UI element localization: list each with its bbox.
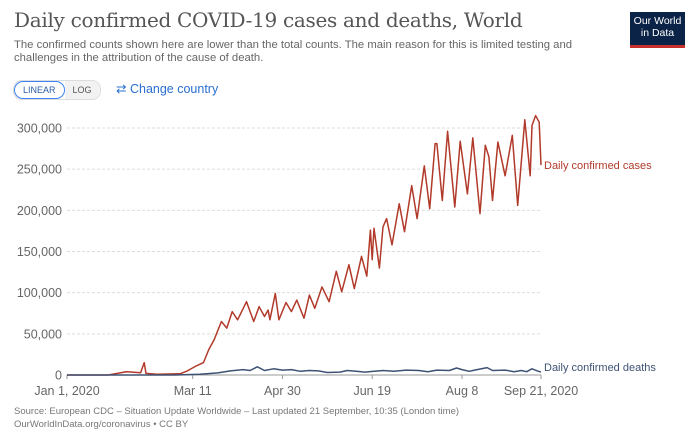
x-tick-label: Mar 11 [174,384,212,398]
deaths-series-label: Daily confirmed deaths [544,362,656,374]
y-tick-label: 0 [55,369,62,383]
swap-arrows-icon: ⇄ [116,82,127,96]
linear-scale-button[interactable]: LINEAR [14,81,65,99]
cases-series-label: Daily confirmed cases [544,160,652,172]
x-tick-label: Jan 1, 2020 [34,384,99,398]
x-tick-label: Aug 8 [446,384,479,398]
y-tick-label: 100,000 [17,286,62,300]
line-chart: 0 50,000 100,000 150,000 200,000 250,000 300,0… [17,114,656,398]
y-tick-label: 200,000 [17,204,62,218]
log-scale-button[interactable]: LOG [64,81,100,99]
chart-title: Daily confirmed COVID-19 cases and death… [14,8,523,32]
y-tick-label: 250,000 [17,163,62,177]
y-tick-label: 50,000 [24,327,62,341]
logo-text: Our World in Data [633,15,682,39]
chart-subtitle: The confirmed counts shown here are lowe… [14,39,573,64]
x-tick-label: Apr 30 [264,384,301,398]
deaths-line [67,366,542,376]
y-tick-label: 300,000 [17,122,62,136]
owid-logo[interactable]: Our World in Data [630,12,685,48]
source-note: Source: European CDC – Situation Update … [14,406,460,417]
y-tick-label: 150,000 [17,245,62,259]
x-tick-label: Jun 19 [353,384,391,398]
scale-toggle: LINEAR LOG [13,80,101,100]
change-country-label: Change country [129,82,219,96]
x-tick-label: Sep 21, 2020 [504,384,578,398]
change-country-button[interactable]: ⇄ Change country [116,81,218,96]
cases-line [67,114,542,376]
footer-url[interactable]: OurWorldInData.org/coronavirus • CC BY [14,419,189,430]
